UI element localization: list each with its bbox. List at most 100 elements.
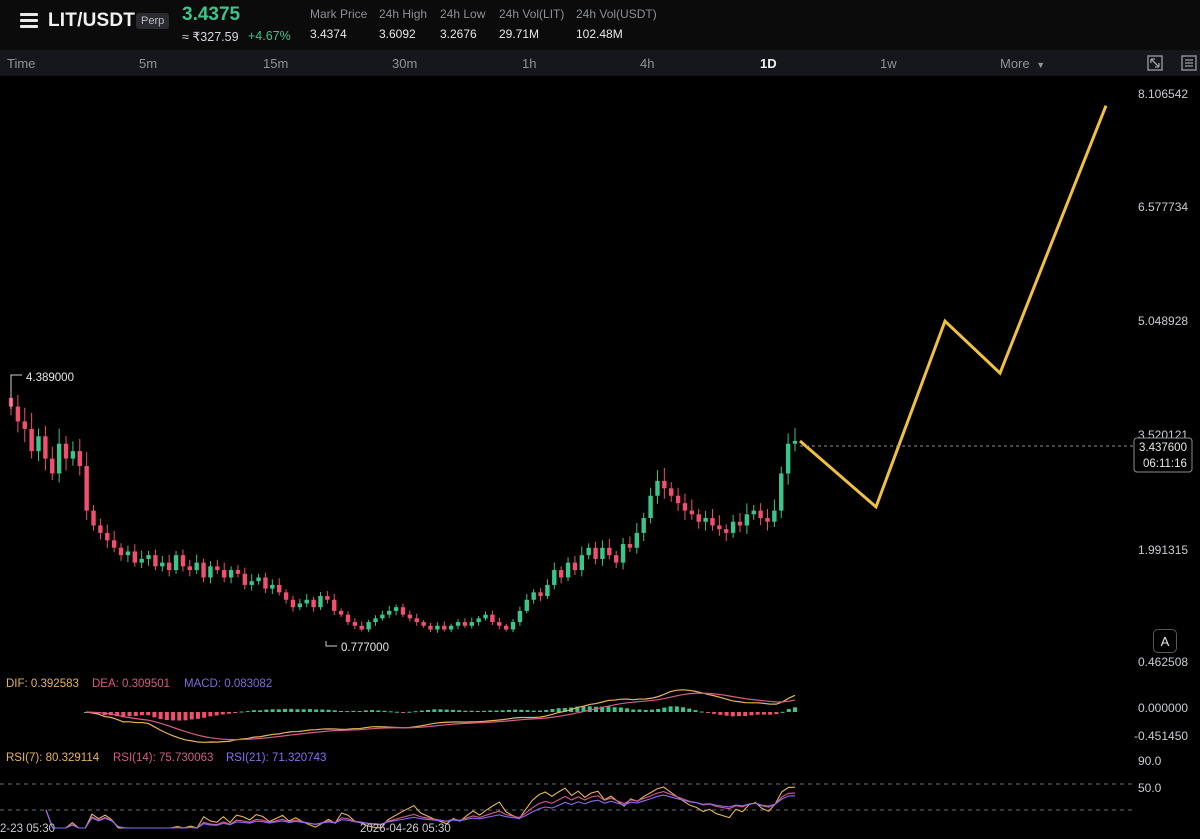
macd-histogram-bar: [289, 708, 294, 712]
macd-histogram-bar: [432, 709, 437, 712]
candle-body: [187, 566, 193, 571]
expand-icon[interactable]: [1146, 54, 1164, 72]
candle-body: [428, 625, 433, 630]
candles-group: [8, 388, 798, 633]
candle-body: [648, 495, 653, 519]
macd-histogram-bar: [320, 709, 325, 712]
macd-histogram-bar: [687, 708, 692, 712]
macd-histogram-bar: [152, 712, 157, 718]
timeframe-4h[interactable]: 4h: [640, 56, 655, 71]
candle-body: [366, 622, 371, 630]
macd-histogram-bar: [338, 710, 343, 712]
rsi7-line: [45, 786, 796, 829]
macd-histogram-bar: [376, 710, 381, 712]
macd-histogram-bar: [407, 711, 412, 713]
candle-body: [249, 581, 254, 585]
timeframe-15m[interactable]: 15m: [263, 56, 289, 71]
candle-body: [717, 525, 722, 530]
menu-icon[interactable]: [20, 13, 38, 29]
timeframe-time[interactable]: Time: [7, 56, 36, 71]
countdown-timer: 06:11:16: [1143, 458, 1187, 470]
candle-body: [63, 443, 69, 459]
macd-histogram-bar: [780, 711, 785, 713]
macd-histogram-bar: [737, 712, 742, 717]
macd-histogram-bar: [214, 712, 219, 716]
timeframe-1h[interactable]: 1h: [522, 56, 537, 71]
candle-body: [146, 555, 151, 559]
candle-body: [373, 618, 378, 623]
stat-value: 3.2676: [440, 27, 477, 41]
candle-body: [325, 596, 330, 600]
candle-body: [448, 625, 454, 630]
macd-histogram-bar: [332, 710, 337, 712]
auto-scale-button[interactable]: A: [1153, 629, 1177, 653]
macd-histogram-bar: [699, 711, 704, 713]
macd-histogram-bar: [382, 710, 387, 712]
candle-body: [675, 495, 681, 504]
macd-histogram-bar: [202, 712, 207, 718]
candle-body: [132, 551, 137, 563]
candle-body: [469, 622, 474, 626]
timeframe-1w[interactable]: 1w: [880, 56, 897, 71]
candle-body: [311, 599, 316, 608]
macd-histogram-bar: [270, 709, 275, 712]
candle-body: [703, 518, 708, 522]
candle-body: [15, 406, 21, 422]
macd-histogram-bar: [301, 709, 306, 712]
macd-histogram-bar: [519, 709, 524, 712]
candle-body: [662, 480, 667, 489]
macd-histogram-bar: [575, 706, 580, 712]
candle-body: [586, 547, 591, 556]
candle-body: [510, 622, 516, 630]
macd-histogram-bar: [450, 709, 455, 712]
macd-histogram-bar: [419, 710, 424, 712]
low-marker-label: 0.777000: [341, 642, 389, 654]
price-chart[interactable]: 8.106542 6.577734 5.048928 3.520121 1.99…: [0, 76, 1200, 839]
macd-histogram-bar: [444, 709, 449, 712]
inr-price: ≈ ₹327.59: [182, 30, 239, 44]
more-label: More: [1000, 56, 1030, 71]
timeframe-30m[interactable]: 30m: [392, 56, 418, 71]
macd-histogram-bar: [525, 710, 530, 712]
price-tick: 8.106542: [1138, 87, 1188, 101]
rsi-tick: 90.0: [1138, 754, 1162, 768]
stat-value: 102.48M: [576, 27, 623, 41]
candle-body: [43, 436, 48, 459]
timeframe-5m[interactable]: 5m: [139, 56, 158, 71]
macd-histogram-bar: [506, 709, 511, 712]
macd-indicator: [84, 689, 797, 743]
price-tick: 6.577734: [1138, 200, 1188, 214]
candle-body: [545, 584, 550, 597]
candle-body: [221, 570, 227, 578]
macd-histogram-bar: [195, 712, 200, 719]
candle-body: [655, 480, 660, 496]
macd-histogram-bar: [164, 712, 169, 720]
macd-histogram-bar: [482, 710, 487, 712]
candle-body: [613, 555, 619, 563]
candle-body: [593, 547, 598, 559]
candle-body: [779, 473, 784, 511]
candle-body: [579, 555, 585, 571]
candle-body: [22, 421, 27, 429]
high-marker-line: [10, 374, 22, 409]
candle-body: [435, 625, 440, 630]
projection-line-group: [799, 105, 1108, 510]
timeframe-bar: Time 5m 15m 30m 1h 4h 1D 1w More ▼: [0, 50, 1200, 76]
more-dropdown[interactable]: More ▼: [1000, 56, 1045, 71]
candle-body: [710, 518, 715, 526]
macd-histogram-bar: [631, 709, 636, 712]
settings-icon[interactable]: [1180, 54, 1198, 72]
pair-name[interactable]: LIT/USDT: [48, 10, 136, 31]
candle-body: [359, 625, 364, 630]
macd-histogram-bar: [693, 710, 698, 712]
macd-histogram-bar: [625, 708, 630, 712]
rsi21-legend: RSI(21): 71.320743: [226, 752, 326, 764]
candle-body: [497, 622, 502, 626]
change-percent: +4.67%: [248, 29, 291, 43]
macd-histogram-bar: [388, 711, 393, 713]
macd-histogram-bar: [643, 709, 648, 712]
candle-body: [751, 510, 756, 515]
timeframe-1d[interactable]: 1D: [760, 56, 777, 71]
candle-body: [524, 599, 529, 611]
macd-histogram-bar: [793, 707, 797, 712]
